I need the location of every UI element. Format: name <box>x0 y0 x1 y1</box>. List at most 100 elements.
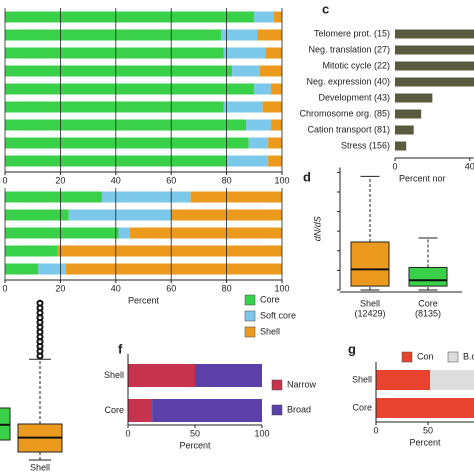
category-sublabel: (8135) <box>415 308 441 318</box>
legend-label: Con <box>417 351 434 361</box>
x-tick-label: 80 <box>222 175 232 185</box>
bar-segment <box>5 47 224 59</box>
bar-segment <box>273 11 282 23</box>
legend-swatch <box>244 326 256 338</box>
x-tick-label: 100 <box>254 428 269 438</box>
x-tick-label: 100 <box>274 283 289 293</box>
category-label: Core <box>352 402 372 412</box>
legend-label: Soft core <box>260 310 296 320</box>
bar-segment <box>430 370 474 390</box>
category-label: Shell <box>352 374 372 384</box>
bar-segment <box>5 263 39 275</box>
bar-segment <box>5 137 249 149</box>
category-label: Mitotic cycle (22) <box>322 60 390 70</box>
bar-segment <box>5 11 255 23</box>
legend-swatch <box>271 379 283 391</box>
category-label: Core <box>104 405 124 415</box>
legend-swatch <box>244 294 256 306</box>
x-tick-label: 20 <box>55 283 65 293</box>
bar-segment <box>195 364 262 387</box>
bar-segment <box>57 245 282 257</box>
category-label: Chromosome org. (85) <box>299 108 390 118</box>
bar-segment <box>65 263 282 275</box>
x-axis-label: Percent <box>409 437 441 447</box>
bar-segment <box>262 101 282 113</box>
bar-segment <box>190 191 282 203</box>
x-tick-label: 0 <box>2 283 7 293</box>
bar <box>395 77 474 87</box>
bar <box>395 45 474 55</box>
bar-segment <box>254 83 271 95</box>
x-tick-label: 40 <box>111 175 121 185</box>
category-label: Core <box>418 298 438 308</box>
bar-segment <box>118 227 130 239</box>
legend-label: Narrow <box>287 379 317 389</box>
legend-label: Broad <box>287 404 311 414</box>
box <box>350 241 390 287</box>
x-tick-label: 80 <box>222 283 232 293</box>
legend-label: B.d <box>463 351 474 361</box>
bar <box>395 29 474 39</box>
bar-segment <box>5 209 69 221</box>
panel-label: g <box>348 341 356 356</box>
box <box>408 266 448 287</box>
x-tick-label: 100 <box>274 175 289 185</box>
bar-segment <box>5 245 58 257</box>
bar-segment <box>68 209 172 221</box>
x-tick-label: 60 <box>166 175 176 185</box>
x-tick-label: 0 <box>392 161 397 171</box>
category-label: Shell <box>104 370 124 380</box>
category-sublabel: (12429) <box>354 308 385 318</box>
x-axis-label: Percent nor <box>399 173 446 183</box>
panel-label: f <box>118 341 123 356</box>
category-label: Cation transport (81) <box>307 124 390 134</box>
category-label: Telomere prot. (15) <box>314 28 390 38</box>
bar-segment <box>38 263 66 275</box>
bar-segment <box>5 227 119 239</box>
bar-segment <box>245 119 271 131</box>
legend-swatch <box>401 351 413 363</box>
category-label: Stress (156) <box>341 140 390 150</box>
x-tick-label: 60 <box>166 283 176 293</box>
bar-segment <box>223 47 266 59</box>
category-label: Shell <box>360 298 380 308</box>
category-label: Shell <box>30 462 50 472</box>
x-tick-label: 0 <box>125 428 130 438</box>
legend-swatch <box>244 310 256 322</box>
legend-label: Shell <box>260 326 280 336</box>
bar <box>395 125 414 135</box>
category-label: Neg. expression (40) <box>306 76 390 86</box>
bar-segment <box>5 83 255 95</box>
bar-segment <box>268 155 282 167</box>
x-tick-label: 20 <box>55 175 65 185</box>
x-tick-label: 50 <box>423 425 433 435</box>
x-tick-label: 40 <box>465 161 474 171</box>
x-axis-label: Percent <box>128 295 160 305</box>
category-label: Development (43) <box>318 92 390 102</box>
panel-label: d <box>303 169 311 184</box>
x-tick-label: 40 <box>111 283 121 293</box>
bar-segment <box>5 101 224 113</box>
bar-segment <box>232 65 260 77</box>
bar-segment <box>270 83 282 95</box>
bar-segment <box>128 364 195 387</box>
bar-segment <box>221 29 258 41</box>
bar-segment <box>268 137 282 149</box>
category-label: Neg. translation (27) <box>308 44 390 54</box>
legend-swatch <box>271 404 283 416</box>
bar-segment <box>248 137 269 149</box>
bar-segment <box>5 65 233 77</box>
bar-segment <box>259 65 282 77</box>
bar-segment <box>226 155 269 167</box>
bar-segment <box>5 119 246 131</box>
x-axis-label: Percent <box>179 440 211 450</box>
bar-segment <box>376 370 431 390</box>
bar-segment <box>265 47 282 59</box>
outlier <box>36 299 44 307</box>
bar <box>395 61 474 71</box>
bar-segment <box>376 398 474 418</box>
x-tick-label: 50 <box>190 428 200 438</box>
legend-swatch <box>447 351 459 363</box>
bar-segment <box>101 191 191 203</box>
